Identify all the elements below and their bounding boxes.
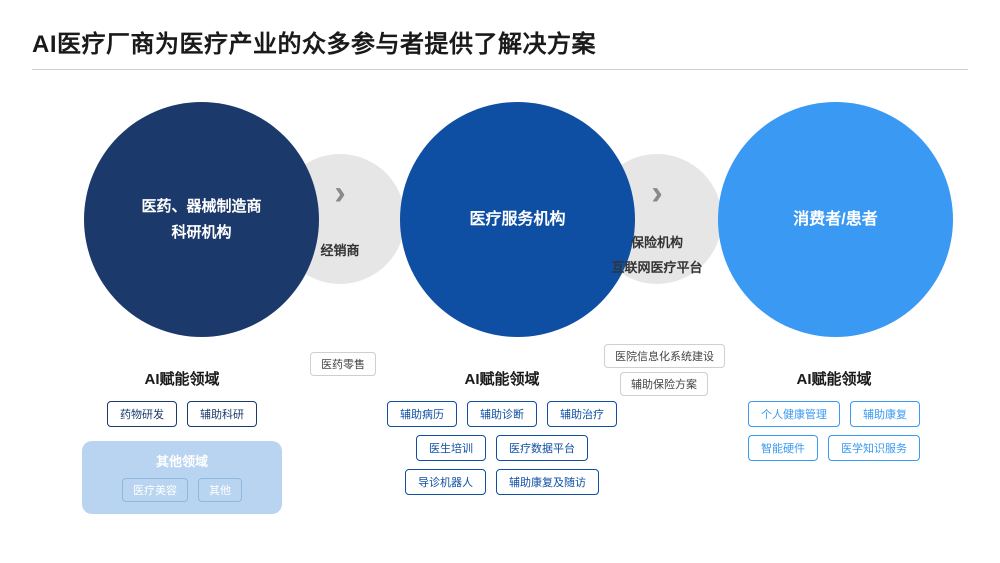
- other-domain-box: 其他领域医疗美容其他: [82, 441, 282, 514]
- tag-group: 药物研发辅助科研: [107, 401, 257, 427]
- domain-tag: 个人健康管理: [748, 401, 840, 427]
- section-title: AI赋能领域: [144, 368, 219, 389]
- slide-page: AI医疗厂商为医疗产业的众多参与者提供了解决方案 医药、器械制造商科研机构 医疗服…: [0, 0, 1000, 563]
- circle-label: 医药、器械制造商: [141, 194, 261, 220]
- section-column: AI赋能领域药物研发辅助科研其他领域医疗美容其他: [52, 368, 312, 514]
- domain-tag: 辅助科研: [187, 401, 257, 427]
- connector-tag: 医药零售: [310, 352, 376, 376]
- circle-label: 科研机构: [171, 220, 231, 246]
- section-title: AI赋能领域: [464, 368, 539, 389]
- connector-tag: 辅助保险方案: [620, 372, 708, 396]
- section-column: AI赋能领域辅助病历辅助诊断辅助治疗医生培训医疗数据平台导诊机器人辅助康复及随访: [352, 368, 652, 495]
- domain-tag: 辅助康复及随访: [496, 469, 599, 495]
- main-circle-manufacturers: 医药、器械制造商科研机构: [84, 102, 319, 337]
- domain-tag: 智能硬件: [748, 435, 818, 461]
- title-rule: [32, 69, 968, 70]
- domain-tag: 药物研发: [107, 401, 177, 427]
- circle-label: 消费者/患者: [793, 206, 877, 233]
- domain-tag: 辅助病历: [387, 401, 457, 427]
- domain-tag: 辅助治疗: [547, 401, 617, 427]
- connector-label: 互联网医疗平台: [611, 257, 702, 276]
- other-domain-tag: 其他: [198, 478, 242, 502]
- other-domain-title: 其他领域: [156, 451, 208, 470]
- section-title: AI赋能领域: [796, 368, 871, 389]
- main-circle-consumers: 消费者/患者: [718, 102, 953, 337]
- connector-label: 经销商: [320, 240, 359, 259]
- connector-label: 保险机构: [631, 232, 683, 251]
- other-domain-tag: 医疗美容: [122, 478, 188, 502]
- other-tag-group: 医疗美容其他: [122, 478, 242, 502]
- domain-tag: 辅助诊断: [467, 401, 537, 427]
- domain-tag: 导诊机器人: [405, 469, 486, 495]
- circle-label: 医疗服务机构: [469, 206, 565, 233]
- domain-tag: 医疗数据平台: [496, 435, 588, 461]
- connector-labels: 经销商: [275, 240, 405, 259]
- tag-group: 辅助病历辅助诊断辅助治疗医生培训医疗数据平台导诊机器人辅助康复及随访: [372, 401, 632, 495]
- domain-tag: 医生培训: [416, 435, 486, 461]
- section-column: AI赋能领域个人健康管理辅助康复智能硬件医学知识服务: [704, 368, 964, 461]
- main-circle-providers: 医疗服务机构: [400, 102, 635, 337]
- tag-group: 个人健康管理辅助康复智能硬件医学知识服务: [724, 401, 944, 461]
- connector-labels: 保险机构互联网医疗平台: [592, 232, 722, 276]
- venn-flow-diagram: 医药、器械制造商科研机构医疗服务机构消费者/患者›经销商医药零售›保险机构互联网…: [32, 82, 968, 382]
- connector-tag: 医院信息化系统建设: [604, 344, 725, 368]
- domain-tag: 辅助康复: [850, 401, 920, 427]
- domain-tag: 医学知识服务: [828, 435, 920, 461]
- page-title: AI医疗厂商为医疗产业的众多参与者提供了解决方案: [32, 24, 968, 59]
